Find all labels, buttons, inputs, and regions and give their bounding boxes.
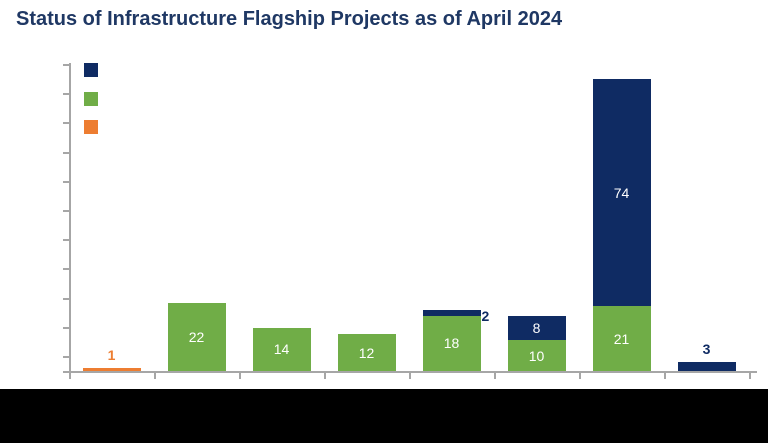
bar-3-green-segment xyxy=(252,327,311,371)
y-axis-tick xyxy=(63,122,71,124)
y-axis-tick xyxy=(63,239,71,241)
bottom-black-band xyxy=(0,389,768,443)
data-label: 18 xyxy=(443,335,460,352)
y-axis xyxy=(69,63,71,378)
bar-6-green-segment xyxy=(507,340,566,371)
bar-6-navy-segment xyxy=(507,315,566,341)
data-label: 74 xyxy=(613,184,630,201)
bar-5-green-segment xyxy=(422,315,481,371)
data-label: 14 xyxy=(273,341,290,358)
y-axis-tick xyxy=(63,93,71,95)
y-axis-tick xyxy=(63,268,71,270)
bar-7-green-segment xyxy=(592,306,651,371)
data-label-outside: 2 xyxy=(481,307,490,324)
x-axis-tick xyxy=(324,371,326,379)
legend-swatch-orange xyxy=(84,120,98,134)
bar-4-green-segment xyxy=(337,334,396,371)
data-label: 12 xyxy=(358,344,375,361)
bar-8-navy-segment xyxy=(677,361,736,371)
bar-2-green-segment xyxy=(167,303,226,371)
y-axis-tick xyxy=(63,181,71,183)
data-label: 8 xyxy=(532,319,541,336)
y-axis-tick xyxy=(63,64,71,66)
y-axis-tick xyxy=(63,327,71,329)
data-label: 10 xyxy=(528,347,545,364)
bar-5-navy-segment xyxy=(422,309,481,316)
y-axis-tick xyxy=(63,356,71,358)
legend-swatch-navy xyxy=(84,63,98,77)
x-axis-tick xyxy=(239,371,241,379)
legend-swatch-green xyxy=(84,92,98,106)
x-axis-tick xyxy=(154,371,156,379)
chart-title: Status of Infrastructure Flagship Projec… xyxy=(16,8,563,30)
y-axis-tick xyxy=(63,298,71,300)
y-axis-tick xyxy=(63,210,71,212)
data-label: 22 xyxy=(188,329,205,346)
data-label: 21 xyxy=(613,330,630,347)
bar-1-orange-segment xyxy=(82,367,141,371)
x-axis-tick xyxy=(749,371,751,379)
x-axis-tick xyxy=(664,371,666,379)
x-axis-tick xyxy=(579,371,581,379)
y-axis-tick xyxy=(63,152,71,154)
data-label-outside: 1 xyxy=(107,346,116,363)
x-axis-tick xyxy=(69,371,71,379)
bar-7-navy-segment xyxy=(592,78,651,307)
x-axis-tick xyxy=(494,371,496,379)
data-label-outside: 3 xyxy=(702,340,711,357)
x-axis-tick xyxy=(409,371,411,379)
